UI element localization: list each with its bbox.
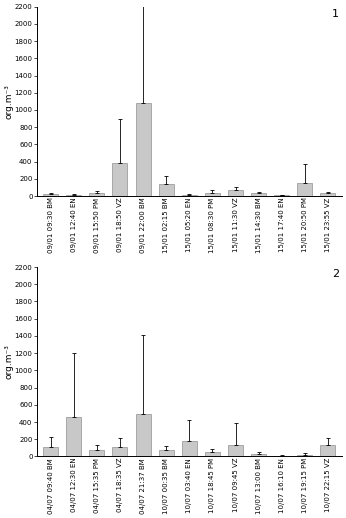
Bar bbox=[89, 193, 104, 196]
Bar bbox=[112, 447, 127, 456]
Bar bbox=[205, 452, 220, 456]
Bar bbox=[66, 195, 81, 196]
Bar bbox=[43, 447, 58, 456]
Bar bbox=[297, 183, 312, 196]
Y-axis label: org.m⁻³: org.m⁻³ bbox=[4, 84, 13, 119]
Bar bbox=[228, 445, 243, 456]
Bar bbox=[66, 417, 81, 456]
Bar bbox=[251, 454, 266, 456]
Bar bbox=[136, 414, 151, 456]
Bar bbox=[89, 451, 104, 456]
Text: 1: 1 bbox=[332, 9, 339, 19]
Y-axis label: org.m⁻³: org.m⁻³ bbox=[4, 344, 13, 379]
Bar bbox=[182, 440, 197, 456]
Bar bbox=[182, 195, 197, 196]
Bar bbox=[251, 193, 266, 196]
Bar bbox=[159, 183, 174, 196]
Bar bbox=[320, 193, 336, 196]
Bar bbox=[112, 163, 127, 196]
Bar bbox=[159, 450, 174, 456]
Bar bbox=[320, 445, 336, 456]
Bar bbox=[43, 194, 58, 196]
Bar bbox=[136, 103, 151, 196]
Bar bbox=[205, 193, 220, 196]
Text: 2: 2 bbox=[332, 269, 339, 279]
Bar bbox=[297, 455, 312, 456]
Bar bbox=[228, 191, 243, 196]
Bar bbox=[274, 195, 289, 196]
